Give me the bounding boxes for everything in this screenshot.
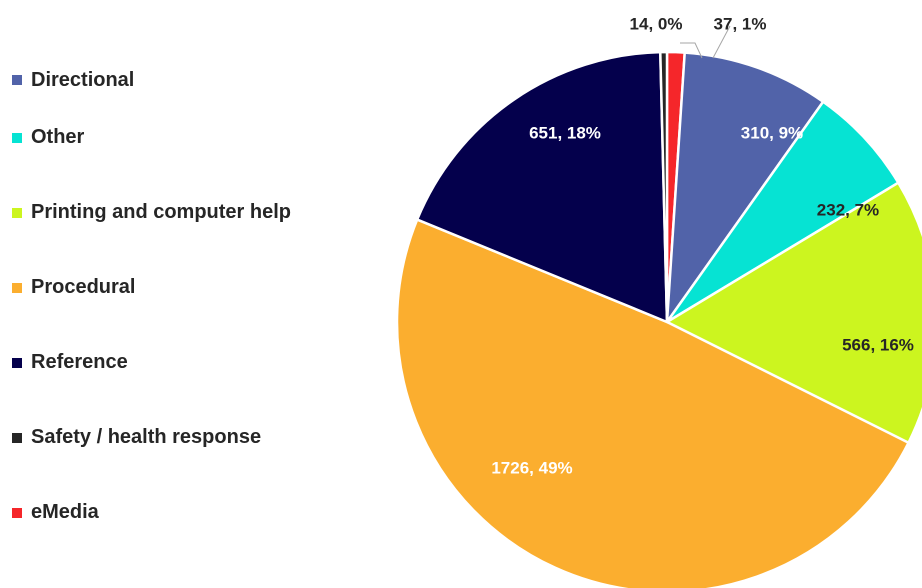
legend-item-emedia: eMedia — [12, 475, 291, 550]
legend-item-safety: Safety / health response — [12, 400, 291, 475]
data-label: 651, 18% — [529, 124, 601, 143]
legend-swatch — [12, 357, 22, 368]
legend-label: eMedia — [31, 501, 99, 523]
leader-line — [712, 25, 731, 59]
pie-slice-reference — [415, 50, 669, 324]
data-label: 310, 9% — [741, 124, 803, 143]
legend-swatch — [12, 432, 22, 443]
pie-slice-directional — [665, 51, 825, 327]
pie-slice-other — [665, 99, 901, 324]
data-label: 14, 0% — [630, 15, 683, 34]
data-label: 37, 1% — [714, 15, 767, 34]
legend-swatch — [12, 75, 22, 85]
legend-swatch — [12, 132, 22, 143]
legend-swatch — [12, 207, 22, 218]
pie-slices — [395, 50, 922, 588]
leader-lines — [680, 25, 731, 59]
legend-label: Safety / health response — [31, 426, 262, 448]
leader-line — [680, 42, 703, 59]
data-label: 1726, 49% — [491, 459, 572, 478]
data-labels: 37, 1% 310, 9% 232, 7% 566, 16% 1726, 49% 651… — [491, 15, 914, 478]
legend-item-directional: Directional — [12, 60, 291, 100]
legend-swatch — [12, 507, 22, 518]
data-label: 566, 16% — [842, 336, 914, 355]
pie-slice-safety-health-response — [659, 50, 669, 323]
legend-label: Procedural — [31, 276, 136, 298]
chart-legend: Directional Other Printing and computer … — [12, 60, 291, 550]
legend-label: Other — [31, 126, 85, 148]
legend-item-other: Other — [12, 100, 291, 175]
legend-item-procedural: Procedural — [12, 250, 291, 325]
legend-item-reference: Reference — [12, 325, 291, 400]
legend-label: Printing and computer help — [31, 201, 292, 223]
data-label: 232, 7% — [817, 201, 879, 220]
pie-slice-procedural — [395, 217, 911, 588]
legend-label: Reference — [31, 351, 128, 373]
legend-item-printing: Printing and computer help — [12, 175, 291, 250]
legend-swatch — [12, 282, 22, 293]
pie-slice-printing-and-computer-help — [664, 181, 922, 445]
legend-label: Directional — [31, 68, 135, 91]
